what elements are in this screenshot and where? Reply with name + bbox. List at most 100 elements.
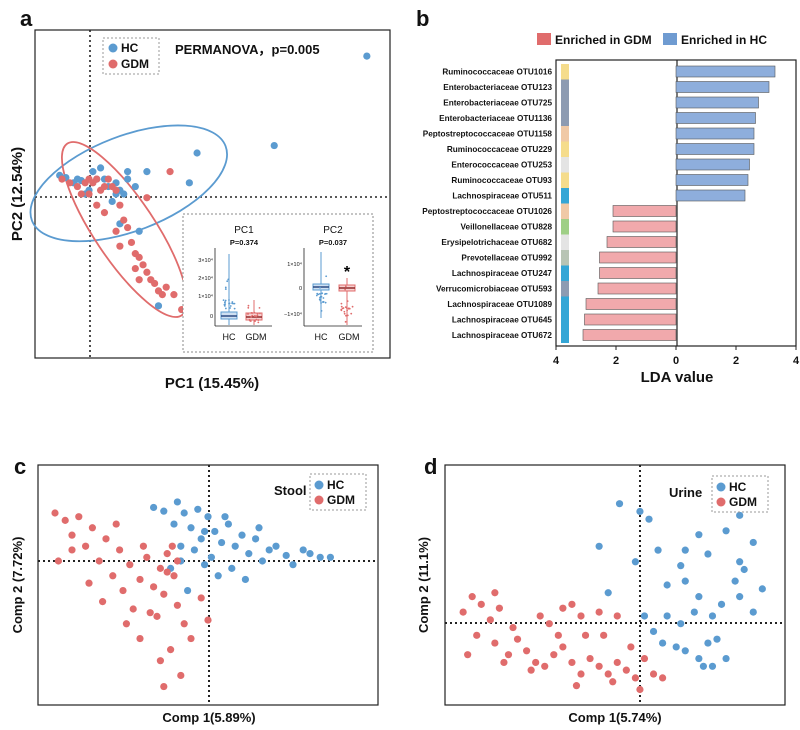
inset-pc1-p: P=0.374 <box>230 238 259 247</box>
inset-pc2-p: P=0.037 <box>319 238 347 247</box>
scatter-point-gdm <box>109 572 117 580</box>
scatter-point-hc <box>659 639 667 647</box>
inset-jitter-dot <box>256 314 259 317</box>
panel-c-legend-gdm: GDM <box>327 493 355 507</box>
lda-bar <box>675 81 770 93</box>
scatter-point-hc <box>363 52 371 60</box>
scatter-point-gdm <box>139 542 147 550</box>
scatter-point-gdm <box>135 276 143 284</box>
scatter-point-gdm <box>82 542 90 550</box>
panel-a-ylabel: PC2 (12.54%) <box>9 147 26 241</box>
lda-bar <box>675 112 756 124</box>
scatter-point-hc <box>681 647 689 655</box>
inset-pc2-title: PC2 <box>323 225 343 236</box>
scatter-point-gdm <box>568 658 576 667</box>
scatter-point-gdm <box>146 609 154 617</box>
scatter-point-gdm <box>604 670 612 678</box>
taxon-color-chip <box>561 281 569 297</box>
taxon-color-chip <box>561 64 569 80</box>
scatter-point-hc <box>699 662 708 670</box>
panel-d-legend-gdm: GDM <box>729 495 757 509</box>
panel-b-xlabel: LDA value <box>641 369 714 386</box>
inset-jitter-dot <box>224 286 227 289</box>
scatter-point-gdm <box>177 671 185 680</box>
scatter-point-gdm <box>156 564 164 572</box>
scatter-point-gdm <box>163 568 171 576</box>
scatter-point-gdm <box>627 643 635 651</box>
scatter-point-hc <box>595 542 603 550</box>
scatter-point-gdm <box>559 643 567 651</box>
taxon-color-chip <box>561 219 569 235</box>
lda-bar <box>675 174 749 186</box>
inset-pc1-tick: 0 <box>210 314 213 320</box>
scatter-point-gdm <box>112 520 120 528</box>
scatter-point-hc <box>218 538 226 547</box>
inset-jitter-dot <box>257 319 260 321</box>
taxon-label: Prevotellaceae OTU992 <box>461 254 552 263</box>
inset-jitter-dot <box>320 302 322 304</box>
scatter-point-gdm <box>173 557 181 565</box>
scatter-point-gdm <box>572 682 581 690</box>
scatter-point-gdm <box>491 589 499 597</box>
scatter-point-gdm <box>93 175 101 183</box>
scatter-point-gdm <box>158 291 166 299</box>
scatter-point-hc <box>654 546 662 554</box>
panel-b: b Enriched in GDM Enriched in HC Ruminoc… <box>416 6 800 386</box>
scatter-point-gdm <box>116 546 124 554</box>
scatter-point-gdm <box>168 542 176 550</box>
scatter-point-gdm <box>126 561 134 569</box>
taxon-color-chip <box>561 95 569 111</box>
scatter-point-hc <box>695 531 703 539</box>
scatter-point-gdm <box>595 662 603 670</box>
inset-jitter-dot <box>318 298 321 301</box>
scatter-point-hc <box>193 149 201 157</box>
scatter-point-gdm <box>640 654 649 663</box>
scatter-point-hc <box>272 542 280 550</box>
inset-jitter-dot <box>316 292 319 295</box>
scatter-point-gdm <box>129 605 137 613</box>
scatter-point-gdm <box>116 201 124 209</box>
lda-tick-label: 4 <box>553 355 560 367</box>
scatter-point-hc <box>758 585 766 593</box>
scatter-point-gdm <box>85 190 93 198</box>
lda-bar <box>675 65 776 78</box>
inset-jitter-dot <box>257 321 260 324</box>
taxon-label: Erysipelotrichaceae OTU682 <box>441 238 552 247</box>
inset-jitter-dot <box>223 301 226 304</box>
scatter-point-gdm <box>197 594 205 602</box>
scatter-point-gdm <box>468 593 476 601</box>
scatter-point-hc <box>645 515 653 523</box>
scatter-point-gdm <box>163 550 171 558</box>
panel-d-points <box>459 500 766 694</box>
scatter-point-hc <box>73 175 82 183</box>
inset-jitter-dot <box>340 309 343 312</box>
panel-c-annotation: Stool <box>274 483 307 498</box>
taxon-color-chip <box>561 110 569 126</box>
scatter-point-gdm <box>112 186 120 194</box>
inset-jitter-dot <box>224 288 227 290</box>
inset-jitter-dot <box>232 302 234 305</box>
scatter-point-gdm <box>99 598 107 606</box>
scatter-point-gdm <box>131 264 139 273</box>
scatter-point-gdm <box>151 279 159 288</box>
scatter-point-hc <box>211 527 219 536</box>
scatter-point-hc <box>187 524 195 532</box>
scatter-point-gdm <box>491 639 499 647</box>
panel-b-legend-gdm: Enriched in GDM <box>555 33 652 47</box>
scatter-point-hc <box>695 654 703 663</box>
panel-b-label: b <box>416 6 429 31</box>
scatter-point-hc <box>663 581 671 589</box>
scatter-point-gdm <box>509 623 517 632</box>
panel-d-label: d <box>424 454 437 479</box>
inset-jitter-dot <box>247 306 250 309</box>
lda-tick-label: 0 <box>673 355 679 367</box>
inset-jitter-dot <box>229 307 231 309</box>
scatter-point-hc <box>282 551 290 560</box>
inset-jitter-dot <box>324 301 327 304</box>
scatter-point-hc <box>299 546 307 554</box>
inset-jitter-dot <box>247 304 250 307</box>
inset-pc1-title: PC1 <box>234 225 254 236</box>
panel-d-legend-hc-marker <box>716 482 726 492</box>
scatter-point-hc <box>708 612 717 620</box>
panel-d: d Urine HC GDM Comp 1(5.74%) Comp 2 (11.… <box>416 454 786 725</box>
